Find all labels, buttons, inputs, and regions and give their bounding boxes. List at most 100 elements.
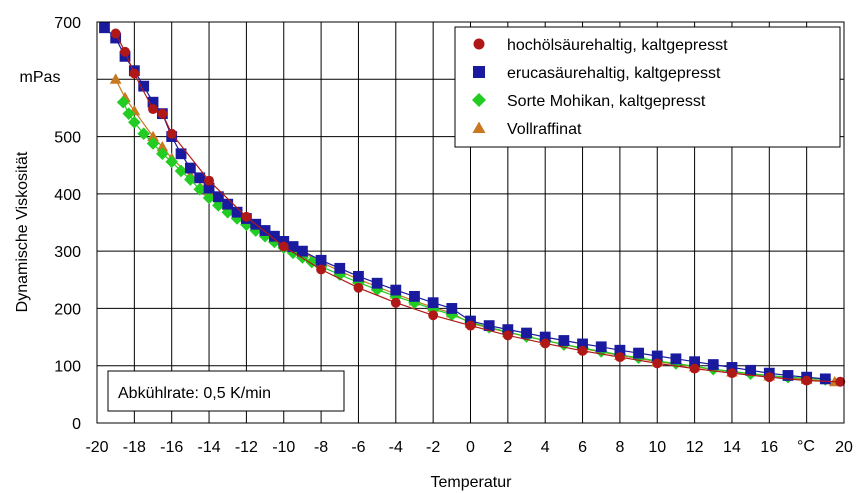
- data-point: [116, 95, 130, 109]
- x-tick-label: 4: [541, 439, 550, 456]
- data-point: [305, 255, 319, 269]
- data-point: [259, 225, 271, 236]
- y-axis-label: Dynamische Viskosität: [14, 151, 31, 312]
- data-point: [193, 182, 207, 196]
- x-tick-label: -12: [235, 439, 258, 456]
- data-point: [577, 345, 588, 356]
- x-tick-label: 0: [466, 439, 475, 456]
- data-point: [539, 331, 551, 343]
- data-point: [120, 46, 130, 57]
- data-point: [727, 368, 737, 379]
- data-point: [408, 296, 421, 309]
- data-point: [315, 254, 327, 266]
- data-point: [147, 130, 159, 142]
- data-point: [231, 206, 243, 218]
- plot-frame: [96, 21, 845, 424]
- legend-marker: [473, 38, 485, 50]
- data-point: [269, 230, 280, 242]
- legend-marker: [472, 121, 486, 133]
- x-tick-label: -20: [85, 439, 108, 456]
- data-point: [204, 175, 214, 186]
- legend-label: Vollraffinat: [507, 121, 582, 138]
- data-point: [835, 376, 846, 387]
- x-tick-label: -8: [314, 439, 328, 456]
- data-point: [316, 264, 327, 275]
- x-tick-label: 14: [723, 439, 741, 456]
- data-point: [502, 330, 513, 341]
- data-point: [249, 224, 263, 237]
- data-point: [689, 363, 700, 374]
- data-point: [614, 352, 625, 363]
- legend-label: erucasäurehaltig, kaltgepresst: [507, 65, 721, 82]
- data-point: [122, 107, 136, 120]
- data-point: [241, 211, 252, 222]
- annotation-box: Abkühlrate: 0,5 K/min: [107, 370, 345, 412]
- legend-label: hochölsäurehaltig, kaltgepresst: [507, 37, 728, 54]
- data-point: [427, 297, 439, 309]
- data-point: [109, 73, 122, 84]
- x-tick-label: 20: [835, 439, 853, 456]
- data-point: [670, 353, 682, 365]
- data-point: [483, 320, 495, 332]
- data-point: [147, 96, 159, 108]
- y-tick-label: 400: [54, 187, 81, 204]
- data-point: [146, 137, 160, 150]
- data-point: [595, 341, 607, 353]
- data-point: [577, 338, 588, 350]
- data-point: [390, 297, 401, 308]
- data-point: [707, 359, 719, 370]
- data-point: [278, 236, 290, 247]
- x-tick-label: 2: [503, 439, 512, 456]
- x-tick-label: -10: [272, 439, 295, 456]
- data-point: [353, 282, 364, 293]
- data-point: [540, 338, 551, 349]
- y-tick-label: 300: [54, 244, 81, 261]
- data-point: [278, 241, 289, 252]
- x-tick-label: -16: [160, 439, 183, 456]
- data-point: [110, 28, 121, 39]
- data-point: [334, 262, 346, 274]
- legend-marker: [472, 93, 486, 107]
- data-point: [212, 199, 225, 212]
- x-tick-label: -6: [351, 439, 365, 456]
- data-point: [128, 115, 141, 129]
- y-tick-label: 0: [72, 416, 81, 433]
- data-point: [428, 310, 439, 321]
- y-tick-label: 700: [54, 15, 81, 32]
- data-series: [99, 22, 846, 387]
- data-point: [651, 350, 663, 362]
- tick-labels: -20 -18 -16 -14 -12 -10 -8 -6 -4 -2 0 2 4 6 8 10 12 14 16 2…: [54, 15, 853, 456]
- data-point: [99, 22, 110, 34]
- data-point: [137, 127, 150, 141]
- data-point: [129, 68, 140, 79]
- data-point: [465, 320, 476, 331]
- x-axis-label: Temperatur: [431, 474, 513, 491]
- data-point: [782, 370, 794, 381]
- x-tick-label: -2: [426, 439, 440, 456]
- x-tick-label: 12: [686, 439, 704, 456]
- legend-label: Sorte Mohikan, kaltgepresst: [507, 93, 706, 110]
- data-point: [689, 356, 700, 368]
- data-point: [446, 303, 458, 314]
- legend-box: [454, 26, 841, 148]
- x-tick-label: 6: [578, 439, 587, 456]
- series-circle: [110, 28, 846, 387]
- data-point: [445, 308, 459, 322]
- legend: hochölsäurehaltig, kaltgepresst erucasäur…: [454, 26, 841, 148]
- data-point: [184, 173, 197, 186]
- data-point: [297, 245, 308, 257]
- x-tick-label: -14: [197, 439, 220, 456]
- data-point: [745, 364, 757, 376]
- data-point: [353, 270, 364, 282]
- data-point: [819, 373, 831, 385]
- y-tick-label: 100: [54, 359, 81, 376]
- x-tick-label: -18: [123, 439, 146, 456]
- data-point: [240, 218, 253, 232]
- data-point: [558, 335, 570, 346]
- data-point: [764, 372, 775, 383]
- data-point: [521, 327, 532, 339]
- data-point: [203, 182, 215, 194]
- data-point: [175, 148, 187, 160]
- data-point: [726, 362, 738, 373]
- data-point: [502, 324, 514, 336]
